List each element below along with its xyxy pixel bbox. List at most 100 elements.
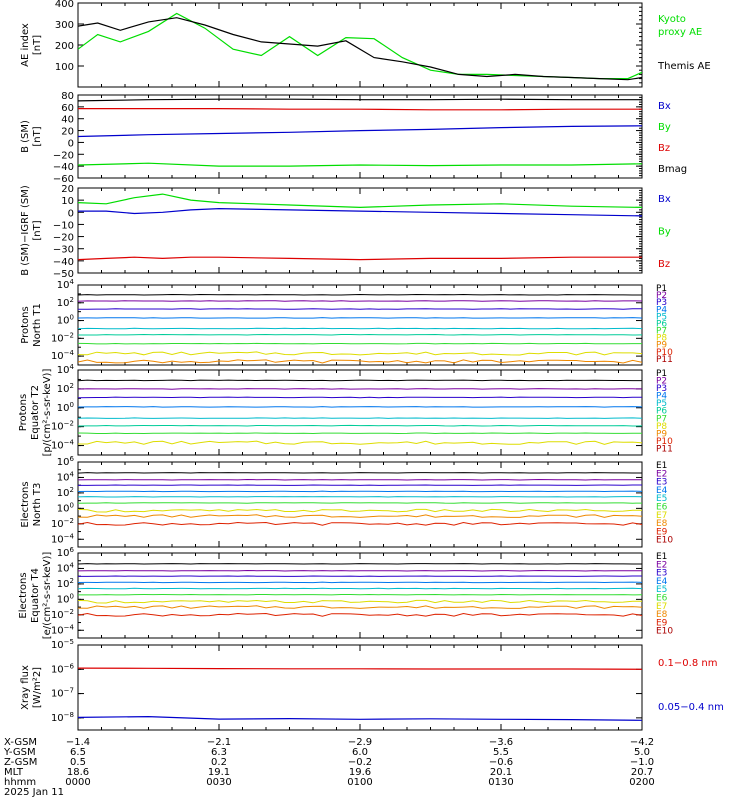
ephemeris-row-label: Z-GSM <box>4 757 37 768</box>
plot-area <box>78 12 642 81</box>
channel-label: P9 <box>656 341 667 351</box>
y-axis-label: [nT] <box>32 126 43 146</box>
channel-label: E5 <box>656 585 667 595</box>
y-tick-label: 300 <box>55 20 74 31</box>
ephemeris-value: −4.2 <box>630 737 654 748</box>
legend-label: 0.1−0.8 nm <box>658 658 717 669</box>
y-tick-label: 10 <box>61 196 74 207</box>
channel-label: E3 <box>656 569 667 579</box>
y-axis-label: Protons <box>18 394 29 431</box>
y-axis-label: [e/(cm²-s-sr-keV)] <box>42 552 53 640</box>
channel-label: E7 <box>656 511 667 521</box>
channel-line <box>78 599 642 604</box>
y-axis-label: Equator T4 <box>30 568 41 623</box>
channel-line <box>78 379 642 382</box>
channel-line <box>78 514 642 518</box>
ephemeris-value: −3.6 <box>489 737 513 748</box>
channel-line <box>78 424 642 427</box>
channel-label: E9 <box>656 618 668 628</box>
channel-label: E8 <box>656 610 668 620</box>
y-axis-label: Electrons <box>18 572 29 618</box>
y-tick-label: −40 <box>53 257 74 268</box>
channel-label: E6 <box>656 594 668 604</box>
channel-line <box>78 417 642 419</box>
legend-label: Bx <box>658 101 671 112</box>
y-axis-label: AE index <box>20 23 31 67</box>
channel-label: P9 <box>656 429 667 439</box>
legend-label: Bz <box>658 143 670 154</box>
channel-line <box>78 388 642 390</box>
channel-label: E4 <box>656 577 668 587</box>
plot-area <box>78 563 642 617</box>
ephemeris-value: −0.6 <box>489 757 513 768</box>
series-line <box>78 193 642 209</box>
channel-line <box>78 351 642 356</box>
channel-line <box>78 308 642 310</box>
channel-label: P6 <box>656 319 667 329</box>
y-axis-label: Electrons <box>20 481 31 527</box>
ephemeris-value: 19.1 <box>208 767 230 778</box>
channel-label: P4 <box>656 305 667 315</box>
ephemeris-value: 5.0 <box>634 747 650 758</box>
ephemeris-row-label: X-GSM <box>4 737 37 748</box>
channel-label: E9 <box>656 527 668 537</box>
plot-area <box>78 193 642 261</box>
series-line <box>78 125 642 138</box>
channel-line <box>78 317 642 319</box>
channel-line <box>78 293 642 296</box>
channel-label: P11 <box>656 444 673 454</box>
channel-line <box>78 612 642 617</box>
series-line <box>78 715 642 721</box>
plot-area <box>78 379 642 445</box>
channel-label: P7 <box>656 414 667 424</box>
channel-label: P6 <box>656 407 667 417</box>
ephemeris-value: 19.6 <box>349 767 371 778</box>
ephemeris-row-label: hhmm <box>4 777 36 788</box>
ephemeris-value: 0130 <box>488 777 513 788</box>
channel-label: E2 <box>656 469 667 479</box>
y-tick-label: 80 <box>61 91 74 102</box>
y-axis-label: Xray flux <box>20 665 31 710</box>
ephemeris-value: 5.5 <box>493 747 509 758</box>
channel-label: P3 <box>656 298 667 308</box>
channel-label: P3 <box>656 384 667 394</box>
channel-line <box>78 432 642 435</box>
plot-area <box>78 293 642 364</box>
channel-label: P4 <box>656 392 667 402</box>
channel-label: E7 <box>656 602 667 612</box>
channel-label: E10 <box>656 536 673 546</box>
channel-label: E2 <box>656 560 667 570</box>
series-line <box>78 98 642 102</box>
y-axis-label: North T1 <box>32 303 43 347</box>
ephemeris-value: 0100 <box>347 777 372 788</box>
y-tick-label: −40 <box>53 162 74 173</box>
ephemeris-value: −0.2 <box>348 757 372 768</box>
series-line <box>78 207 642 217</box>
y-tick-label: 200 <box>55 41 74 52</box>
ephemeris-row-label: 2025 Jan 11 <box>4 787 64 798</box>
ephemeris-value: −2.9 <box>348 737 372 748</box>
y-tick-label: 100 <box>55 62 74 73</box>
plot-area <box>78 667 642 721</box>
channel-label: P2 <box>656 291 667 301</box>
ephemeris-value: 0200 <box>629 777 654 788</box>
ephemeris-value: 6.3 <box>211 747 227 758</box>
legend-label: By <box>658 122 671 133</box>
ephemeris-value: 20.1 <box>490 767 512 778</box>
channel-label: E1 <box>656 552 667 562</box>
legend-label: proxy AE <box>658 27 702 38</box>
series-line <box>78 667 642 670</box>
series-line <box>78 256 642 261</box>
ephemeris-value: 0000 <box>65 777 90 788</box>
channel-line <box>78 472 642 474</box>
ephemeris-value: 6.5 <box>70 747 86 758</box>
series-line <box>78 107 642 111</box>
channel-line <box>78 342 642 345</box>
ephemeris-value: 18.6 <box>67 767 89 778</box>
y-axis-label: B (SM)−IGRF (SM) <box>20 185 31 276</box>
panel-ae: 400 300 200 100 AE index [nT] Kyoto proxy AE The… <box>20 0 711 88</box>
plot-area <box>78 98 642 167</box>
